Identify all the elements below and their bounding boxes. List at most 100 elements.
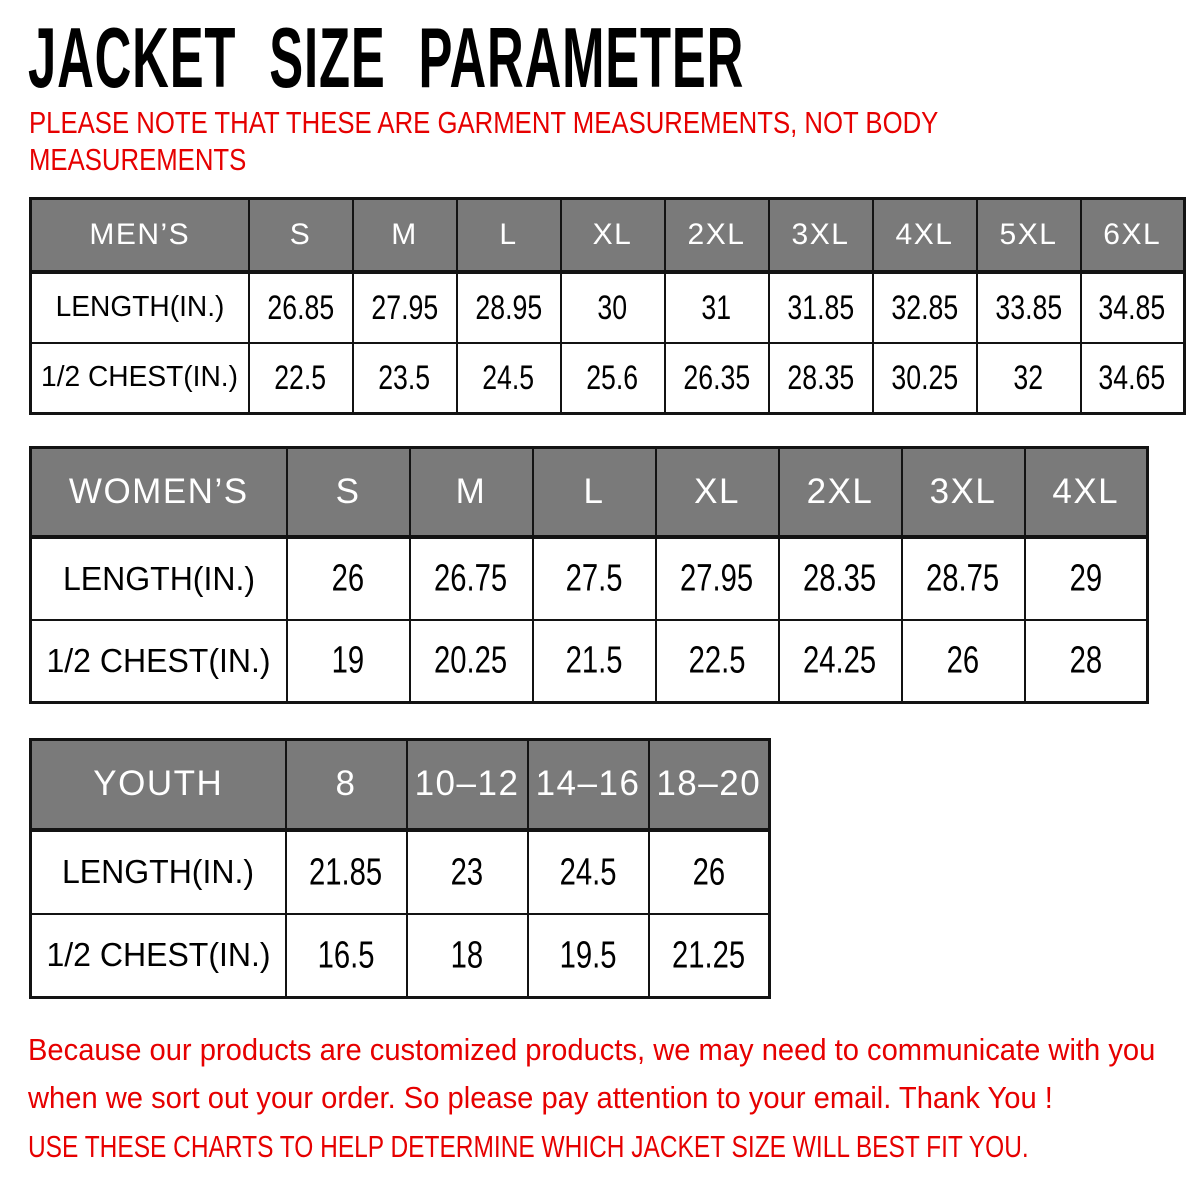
cell-value-text: 26.85 bbox=[267, 287, 334, 327]
size-header-text: 14–16 bbox=[535, 764, 641, 804]
cell-value-text: 34.65 bbox=[1098, 357, 1166, 397]
customization-notice: Because our products are customized prod… bbox=[28, 1026, 1200, 1122]
size-header-text: 4XL bbox=[895, 217, 954, 251]
row-label-text: LENGTH(IN.) bbox=[55, 291, 225, 323]
size-header-cell: 8 bbox=[284, 738, 408, 832]
value-cell: 34.85 bbox=[1079, 270, 1186, 344]
value-cell: 28.35 bbox=[767, 341, 874, 415]
cell-value-text: 24.5 bbox=[559, 850, 617, 893]
row-label-text: LENGTH(IN.) bbox=[62, 853, 255, 890]
page-title: JACKET SIZE PARAMETER bbox=[28, 13, 901, 104]
cell-value-text: 22.5 bbox=[688, 638, 746, 682]
cell-value-text: 31.85 bbox=[787, 287, 854, 327]
value-cell: 32 bbox=[975, 341, 1082, 415]
cell-value-text: 27.95 bbox=[680, 556, 754, 600]
womens-table-title-cell: WOMEN’S bbox=[29, 446, 288, 539]
womens-length-row: LENGTH(IN.) 26 26.75 27.5 27.95 28.35 28… bbox=[29, 535, 1149, 621]
row-label-cell: 1/2 CHEST(IN.) bbox=[29, 618, 288, 704]
notice-line-2: when we sort out your order. So please p… bbox=[28, 1080, 1053, 1115]
size-header-text: M bbox=[455, 471, 487, 511]
size-header-cell: 4XL bbox=[871, 197, 978, 274]
cell-value-text: 33.85 bbox=[995, 287, 1062, 327]
youth-size-table: YOUTH 8 10–12 14–16 18–20 LENGTH(IN.) 21… bbox=[29, 738, 771, 999]
size-header-cell: 6XL bbox=[1079, 197, 1186, 274]
cell-value-text: 20.25 bbox=[434, 638, 508, 682]
cell-value-text: 32 bbox=[1013, 357, 1044, 397]
value-cell: 26.35 bbox=[663, 341, 770, 415]
value-cell: 32.85 bbox=[871, 270, 978, 344]
youth-table-title-cell: YOUTH bbox=[29, 738, 287, 832]
cell-value-text: 21.5 bbox=[565, 638, 623, 682]
value-cell: 27.95 bbox=[351, 270, 458, 344]
size-header-text: 18–20 bbox=[656, 764, 762, 804]
size-header-text: L bbox=[499, 217, 518, 251]
cell-value-text: 21.85 bbox=[309, 850, 383, 893]
size-header-cell: M bbox=[351, 197, 458, 274]
cell-value-text: 34.85 bbox=[1098, 287, 1166, 327]
value-cell: 26.85 bbox=[247, 270, 354, 344]
cell-value-text: 26.75 bbox=[434, 556, 508, 600]
cell-value-text: 32.85 bbox=[891, 287, 958, 327]
size-header-cell: S bbox=[247, 197, 354, 274]
size-header-cell: 2XL bbox=[663, 197, 770, 274]
mens-table-title-cell: MEN’S bbox=[29, 197, 250, 274]
size-header-cell: 5XL bbox=[975, 197, 1082, 274]
chart-usage-tip: USE THESE CHARTS TO HELP DETERMINE WHICH… bbox=[28, 1129, 1029, 1164]
value-cell: 25.6 bbox=[559, 341, 666, 415]
row-label-text: 1/2 CHEST(IN.) bbox=[41, 361, 239, 394]
row-label-text: 1/2 CHEST(IN.) bbox=[46, 936, 271, 974]
value-cell: 24.5 bbox=[455, 341, 562, 415]
womens-chest-row: 1/2 CHEST(IN.) 19 20.25 21.5 22.5 24.25 … bbox=[29, 618, 1149, 704]
size-header-cell: L bbox=[531, 446, 657, 539]
size-header-cell: 4XL bbox=[1023, 446, 1149, 539]
youth-length-row: LENGTH(IN.) 21.85 23 24.5 26 bbox=[29, 828, 771, 915]
value-cell: 26.75 bbox=[408, 535, 534, 621]
value-cell: 30 bbox=[559, 270, 666, 344]
value-cell: 22.5 bbox=[247, 341, 354, 415]
value-cell: 23 bbox=[405, 828, 529, 915]
mens-header-row: MEN’S S M L XL 2XL 3XL 4XL 5XL 6XL bbox=[29, 197, 1186, 274]
value-cell: 24.5 bbox=[526, 828, 650, 915]
size-header-text: 6XL bbox=[1103, 217, 1162, 251]
cell-value-text: 16.5 bbox=[317, 933, 375, 976]
row-label-cell: LENGTH(IN.) bbox=[29, 828, 287, 915]
youth-chest-row: 1/2 CHEST(IN.) 16.5 18 19.5 21.25 bbox=[29, 912, 771, 999]
size-header-cell: XL bbox=[559, 197, 666, 274]
row-label-cell: LENGTH(IN.) bbox=[29, 270, 250, 344]
value-cell: 21.25 bbox=[647, 912, 771, 999]
size-header-cell: M bbox=[408, 446, 534, 539]
value-cell: 20.25 bbox=[408, 618, 534, 704]
value-cell: 26 bbox=[647, 828, 771, 915]
value-cell: 28.75 bbox=[900, 535, 1026, 621]
cell-value-text: 19.5 bbox=[559, 933, 617, 976]
youth-header-row: YOUTH 8 10–12 14–16 18–20 bbox=[29, 738, 771, 832]
cell-value-text: 23 bbox=[450, 850, 484, 893]
value-cell: 27.5 bbox=[531, 535, 657, 621]
size-header-cell: 18–20 bbox=[647, 738, 771, 832]
size-header-cell: S bbox=[285, 446, 411, 539]
size-header-text: S bbox=[335, 471, 361, 511]
size-header-cell: 3XL bbox=[767, 197, 874, 274]
cell-value-text: 31 bbox=[701, 287, 732, 327]
size-header-text: 3XL bbox=[929, 471, 997, 511]
size-header-cell: 14–16 bbox=[526, 738, 650, 832]
mens-length-row: LENGTH(IN.) 26.85 27.95 28.95 30 31 31.8… bbox=[29, 270, 1186, 344]
cell-value-text: 28 bbox=[1069, 638, 1103, 682]
note-line-2: MEASUREMENTS bbox=[29, 142, 247, 177]
size-header-cell: 10–12 bbox=[405, 738, 529, 832]
size-header-cell: XL bbox=[654, 446, 780, 539]
size-header-text: 8 bbox=[335, 764, 357, 804]
value-cell: 30.25 bbox=[871, 341, 978, 415]
cell-value-text: 28.35 bbox=[787, 357, 854, 397]
value-cell: 31.85 bbox=[767, 270, 874, 344]
value-cell: 21.85 bbox=[284, 828, 408, 915]
size-header-text: XL bbox=[592, 217, 633, 251]
value-cell: 33.85 bbox=[975, 270, 1082, 344]
value-cell: 26 bbox=[900, 618, 1026, 704]
cell-value-text: 28.35 bbox=[803, 556, 877, 600]
row-label-cell: 1/2 CHEST(IN.) bbox=[29, 341, 250, 415]
cell-value-text: 30.25 bbox=[891, 357, 958, 397]
row-label-cell: 1/2 CHEST(IN.) bbox=[29, 912, 287, 999]
value-cell: 19.5 bbox=[526, 912, 650, 999]
value-cell: 16.5 bbox=[284, 912, 408, 999]
